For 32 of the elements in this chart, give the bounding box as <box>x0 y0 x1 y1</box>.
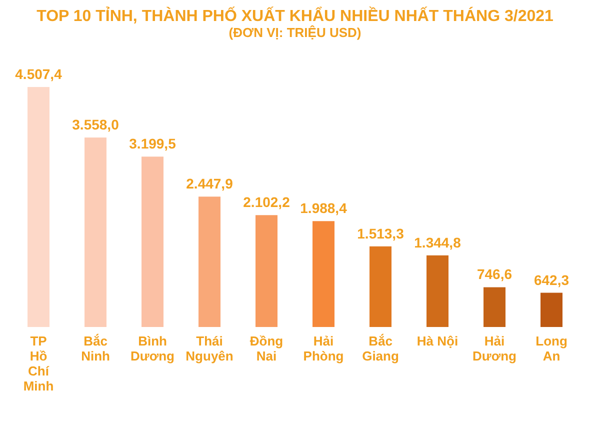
x-tick-label: Đồng Nai <box>250 334 284 364</box>
bar <box>540 292 562 327</box>
data-label: 4.507,4 <box>15 66 62 82</box>
bar <box>256 215 278 327</box>
data-label: 1.988,4 <box>300 200 348 216</box>
x-tick-label: Long An <box>536 334 568 364</box>
data-label: 746,6 <box>476 266 512 282</box>
bar <box>198 196 220 327</box>
bar <box>426 255 448 327</box>
x-tick-label: Hải Dương <box>472 334 517 364</box>
data-label: 3.199,5 <box>129 136 176 152</box>
x-tick-label: Hải Phòng <box>303 334 344 364</box>
bar <box>484 287 506 327</box>
bar <box>370 246 392 327</box>
x-tick-label: Bắc Giang <box>362 334 399 364</box>
data-label: 3.558,0 <box>72 116 120 133</box>
data-label: 2.102,2 <box>243 194 290 210</box>
data-label: 2.447,9 <box>186 176 234 192</box>
x-tick-label: Hà Nội <box>416 334 458 348</box>
data-label: 1.344,8 <box>414 234 462 250</box>
x-tick-label: Bình Dương <box>130 334 175 364</box>
chart-title: TOP 10 TỈNH, THÀNH PHỐ XUẤT KHẨU NHIỀU NHẤT THÁNG 3/2021 <box>36 6 554 25</box>
x-tick-label: TP Hồ Chí Minh <box>23 334 54 394</box>
x-tick-label: Thái Nguyên <box>186 334 234 364</box>
bar <box>312 221 334 327</box>
x-tick-label: Bắc Ninh <box>81 334 110 364</box>
bar <box>142 156 164 327</box>
bar <box>28 87 50 327</box>
data-label: 642,3 <box>534 272 570 288</box>
data-label: 1.513,3 <box>357 225 404 242</box>
chart-subtitle: (ĐƠN VỊ: TRIỆU USD) <box>228 25 362 40</box>
bar <box>84 138 106 327</box>
